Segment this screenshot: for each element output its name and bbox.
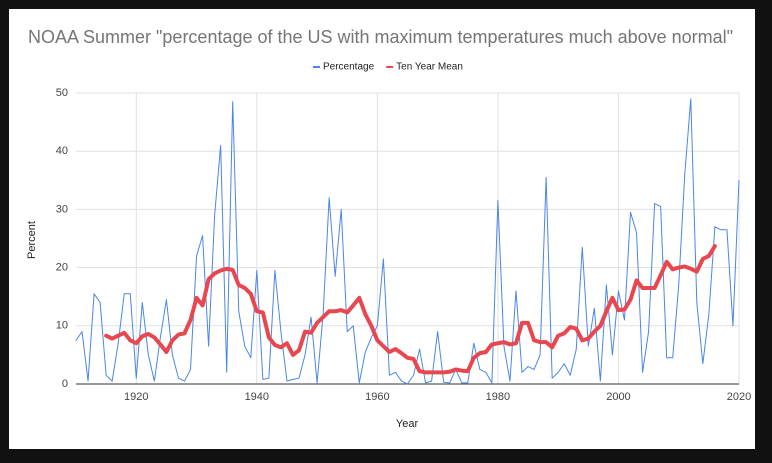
x-tick-label: 1980 <box>486 391 510 403</box>
y-tick-label: 10 <box>56 320 68 332</box>
legend: Percentage Ten Year Mean <box>313 62 463 73</box>
y-tick-label: 40 <box>56 145 68 157</box>
y-tick-label: 20 <box>56 262 68 274</box>
series-line <box>104 244 717 375</box>
x-tick-label: 1940 <box>245 391 269 403</box>
x-tick-label: 2000 <box>606 391 630 403</box>
x-axis-title: Year <box>396 418 419 430</box>
series-line <box>75 98 740 385</box>
y-axis-title: Percent <box>26 221 38 259</box>
y-tick-label: 50 <box>56 87 68 99</box>
legend-label: Percentage <box>323 62 375 73</box>
x-tick-label: 1960 <box>365 391 389 403</box>
y-tick-label: 30 <box>56 203 68 215</box>
x-tick-label: 2020 <box>727 391 751 403</box>
chart-title: NOAA Summer "percentage of the US with m… <box>28 27 733 47</box>
x-tick-label: 1920 <box>124 391 148 403</box>
legend-label: Ten Year Mean <box>396 62 463 73</box>
card <box>9 9 755 449</box>
y-tick-label: 0 <box>62 378 68 390</box>
